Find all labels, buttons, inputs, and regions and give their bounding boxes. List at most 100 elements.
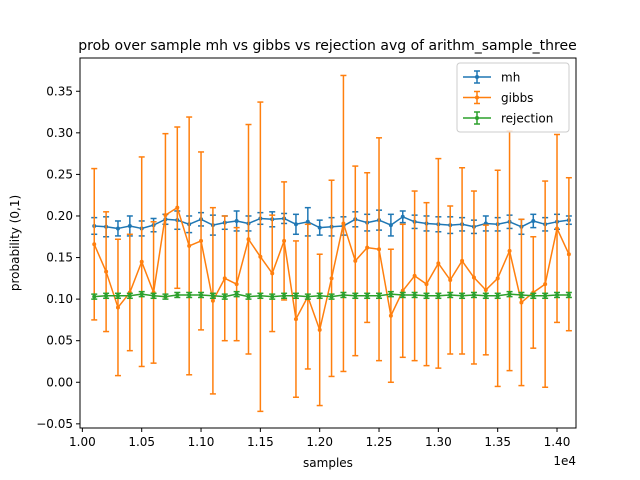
y-tick-label: 0.35 — [46, 84, 73, 98]
y-tick-label: −0.05 — [36, 417, 73, 431]
y-axis: −0.05 0.00 0.05 0.10 0.15 0.20 0.25 0.30 0.35 — [36, 84, 80, 431]
x-axis-label: samples — [303, 456, 353, 470]
x-tick-label: 1.00 — [69, 435, 96, 449]
rejection-point — [531, 293, 536, 298]
gibbs-point — [424, 282, 429, 287]
y-axis-label: probability (0,1) — [8, 195, 22, 291]
legend-box — [456, 62, 570, 133]
gibbs-point — [329, 276, 334, 281]
legend: mh gibbs rejection — [456, 62, 570, 133]
rejection-point — [377, 293, 382, 298]
mh-point — [234, 218, 239, 223]
gibbs-point — [353, 258, 358, 263]
rejection-point — [329, 294, 334, 299]
x-tick-label: 1.30 — [425, 435, 452, 449]
rejection-point — [317, 293, 322, 298]
legend-label: mh — [501, 71, 520, 85]
y-tick-label: 0.05 — [46, 334, 73, 348]
gibbs-point — [282, 238, 287, 243]
gibbs-point — [317, 327, 322, 332]
rejection-point — [210, 293, 215, 298]
gibbs-point — [495, 276, 500, 281]
gibbs-point — [341, 221, 346, 226]
series-layer — [91, 74, 572, 413]
series-rejection — [91, 290, 572, 300]
gibbs-point — [555, 226, 560, 231]
rejection-point — [127, 293, 132, 298]
rejection-point — [246, 294, 251, 299]
x-offset-label: 1e4 — [553, 454, 576, 468]
gibbs-point — [471, 275, 476, 280]
rejection-point — [353, 293, 358, 298]
gibbs-point — [365, 245, 370, 250]
mh-point — [127, 223, 132, 228]
gibbs-point — [175, 205, 180, 210]
x-tick-label: 1.25 — [366, 435, 393, 449]
gibbs-point — [139, 259, 144, 264]
rejection-point — [199, 292, 204, 297]
y-tick-label: 0.10 — [46, 292, 73, 306]
gibbs-point — [448, 278, 453, 282]
rejection-point — [424, 293, 429, 298]
y-tick-label: 0.25 — [46, 167, 73, 181]
rejection-point — [92, 294, 97, 299]
rejection-point — [293, 293, 298, 298]
rejection-point — [495, 293, 500, 298]
y-tick-label: 0.20 — [46, 209, 73, 223]
rejection-point — [163, 294, 168, 299]
gibbs-point — [436, 261, 441, 266]
rejection-point — [187, 292, 192, 297]
gibbs-point — [115, 305, 120, 310]
legend-label: rejection — [501, 112, 553, 126]
legend-item-rejection: rejection — [463, 111, 553, 126]
rejection-point — [139, 292, 144, 297]
gibbs-point — [104, 269, 109, 274]
x-axis: 1.00 1.05 1.10 1.15 1.20 1.25 1.30 1.35 1.40 — [69, 428, 570, 449]
gibbs-point — [222, 276, 227, 281]
rejection-point — [471, 292, 476, 297]
rejection-point — [115, 293, 120, 298]
rejection-point — [448, 292, 453, 297]
rejection-point — [483, 293, 488, 298]
gibbs-point — [507, 248, 512, 253]
legend-item-mh: mh — [463, 70, 520, 85]
rejection-point — [436, 293, 441, 298]
gibbs-point — [483, 287, 488, 292]
chart-title: prob over sample mh vs gibbs vs rejectio… — [78, 38, 576, 54]
rejection-point — [365, 293, 370, 298]
gibbs-point — [258, 254, 263, 259]
gibbs-point — [519, 300, 524, 305]
x-tick-label: 1.05 — [128, 435, 155, 449]
gibbs-point — [270, 271, 275, 276]
x-tick-label: 1.10 — [188, 435, 215, 449]
x-tick-label: 1.15 — [247, 435, 274, 449]
gibbs-point — [412, 273, 417, 278]
x-tick-label: 1.35 — [484, 435, 511, 449]
mh-point — [317, 225, 322, 230]
x-tick-label: 1.40 — [544, 435, 571, 449]
rejection-point — [400, 292, 405, 297]
rejection-point — [543, 293, 548, 298]
rejection-point — [388, 292, 393, 297]
x-tick-label: 1.20 — [306, 435, 333, 449]
gibbs-point — [199, 238, 204, 243]
gibbs-point — [543, 282, 548, 287]
rejection-point — [412, 292, 417, 297]
mh-point — [388, 223, 393, 228]
y-tick-label: 0.15 — [46, 251, 73, 265]
rejection-point — [282, 293, 287, 298]
gibbs-point — [388, 313, 393, 318]
gibbs-point — [377, 247, 382, 252]
rejection-point — [258, 293, 263, 298]
gibbs-point — [293, 317, 298, 322]
gibbs-point — [210, 298, 215, 303]
y-tick-label: 0.30 — [46, 126, 73, 140]
rejection-point — [234, 292, 239, 297]
gibbs-point — [163, 213, 168, 218]
rejection-point — [222, 294, 227, 299]
rejection-point — [341, 292, 346, 297]
legend-marker — [475, 75, 479, 79]
legend-label: gibbs — [501, 91, 533, 105]
rejection-point — [460, 293, 465, 298]
